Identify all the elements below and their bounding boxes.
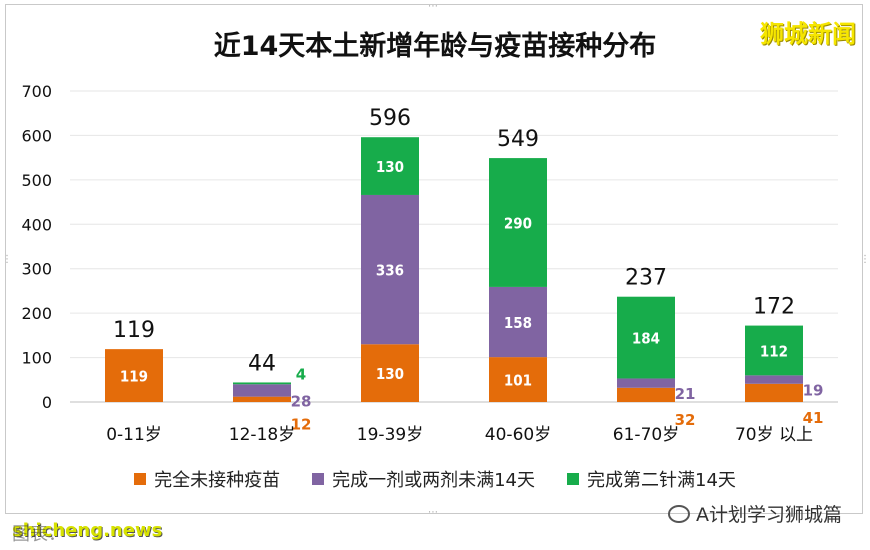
segment-value-label: 28 — [291, 392, 312, 410]
bar-total-label: 549 — [497, 127, 539, 152]
bar-segment — [233, 384, 291, 397]
segment-value-label: 21 — [675, 385, 696, 403]
brand-watermark: 狮城新闻 — [760, 20, 856, 48]
legend-swatch — [312, 473, 325, 485]
y-tick-label: 200 — [21, 304, 52, 323]
y-tick-label: 0 — [42, 393, 52, 412]
bar-segment — [489, 158, 547, 287]
y-tick-label: 400 — [21, 215, 52, 234]
chart-frame — [5, 4, 863, 514]
x-tick-label: 40-60岁 — [485, 425, 551, 445]
chart-legend: 完全未接种疫苗 完成一剂或两剂未满14天 完成第二针满14天 — [0, 466, 870, 492]
resize-handle-left[interactable]: ⋮ — [2, 254, 12, 265]
segment-value-label: 32 — [675, 411, 696, 429]
segment-value-label: 336 — [376, 262, 404, 280]
wechat-icon — [668, 504, 690, 523]
segment-value-label: 101 — [504, 372, 532, 390]
bar-total-label: 172 — [753, 295, 795, 320]
segment-value-label: 12 — [291, 415, 312, 433]
segment-value-label: 184 — [632, 330, 660, 348]
segment-value-label: 112 — [760, 342, 788, 360]
segment-value-label: 19 — [803, 382, 824, 400]
source-label: 图表： — [12, 524, 66, 545]
x-tick-label: 70岁 以上 — [735, 425, 813, 445]
y-tick-label: 100 — [21, 349, 52, 368]
x-tick-label: 12-18岁 — [229, 425, 295, 445]
bar-segment — [361, 344, 419, 402]
bar-total-label: 237 — [625, 266, 667, 291]
x-tick-label: 19-39岁 — [357, 425, 423, 445]
bar-total-label: 596 — [369, 106, 411, 131]
wechat-account: A计划学习狮城篇 — [668, 500, 842, 527]
x-tick-label: 61-70岁 — [613, 425, 679, 445]
bar-segment — [105, 349, 163, 402]
bar-segment — [489, 286, 547, 358]
legend-swatch — [567, 473, 579, 485]
segment-value-label: 290 — [504, 215, 532, 233]
y-tick-label: 500 — [21, 171, 52, 190]
y-tick-label: 300 — [21, 260, 52, 279]
source-site: shicheng.news — [12, 520, 163, 541]
wechat-account-name: A计划学习狮城篇 — [696, 504, 842, 526]
legend-label: 完全未接种疫苗 — [154, 470, 281, 491]
bar-segment — [489, 357, 547, 402]
bar-segment — [745, 325, 803, 376]
bar-segment — [233, 382, 291, 385]
bar-segment — [745, 383, 803, 402]
y-tick-label: 600 — [21, 126, 52, 145]
legend-item: 完成一剂或两剂未满14天 — [312, 466, 535, 492]
source-watermark: 图表： shicheng.news — [12, 520, 163, 545]
segment-value-label: 4 — [296, 365, 306, 383]
legend-label: 完成一剂或两剂未满14天 — [332, 470, 535, 491]
bar-segment — [745, 375, 803, 384]
legend-label: 完成第二针满14天 — [587, 470, 736, 491]
bar-segment — [361, 194, 419, 345]
bar-segment — [617, 387, 675, 402]
x-tick-label: 0-11岁 — [106, 425, 162, 445]
bar-total-label: 44 — [248, 351, 276, 376]
bar-total-label: 119 — [113, 318, 155, 343]
bar-segment — [233, 396, 291, 402]
legend-item: 完成第二针满14天 — [567, 466, 736, 492]
segment-value-label: 130 — [376, 158, 404, 176]
bar-segment — [617, 378, 675, 388]
segment-value-label: 130 — [376, 365, 404, 383]
legend-swatch — [134, 473, 147, 485]
resize-handle-bottom[interactable]: ⋯ — [428, 507, 438, 518]
bar-segment — [361, 137, 419, 195]
y-tick-label: 700 — [21, 82, 52, 101]
bar-segment — [617, 296, 675, 379]
resize-handle-right[interactable]: ⋮ — [860, 254, 870, 265]
segment-value-label: 158 — [504, 314, 532, 332]
segment-value-label: 41 — [803, 409, 824, 427]
segment-value-label: 119 — [120, 368, 148, 386]
legend-item: 完全未接种疫苗 — [134, 466, 280, 492]
chart-title: 近14天本土新增年龄与疫苗接种分布 — [213, 31, 657, 62]
resize-handle-top[interactable]: ⋯ — [428, 1, 438, 12]
